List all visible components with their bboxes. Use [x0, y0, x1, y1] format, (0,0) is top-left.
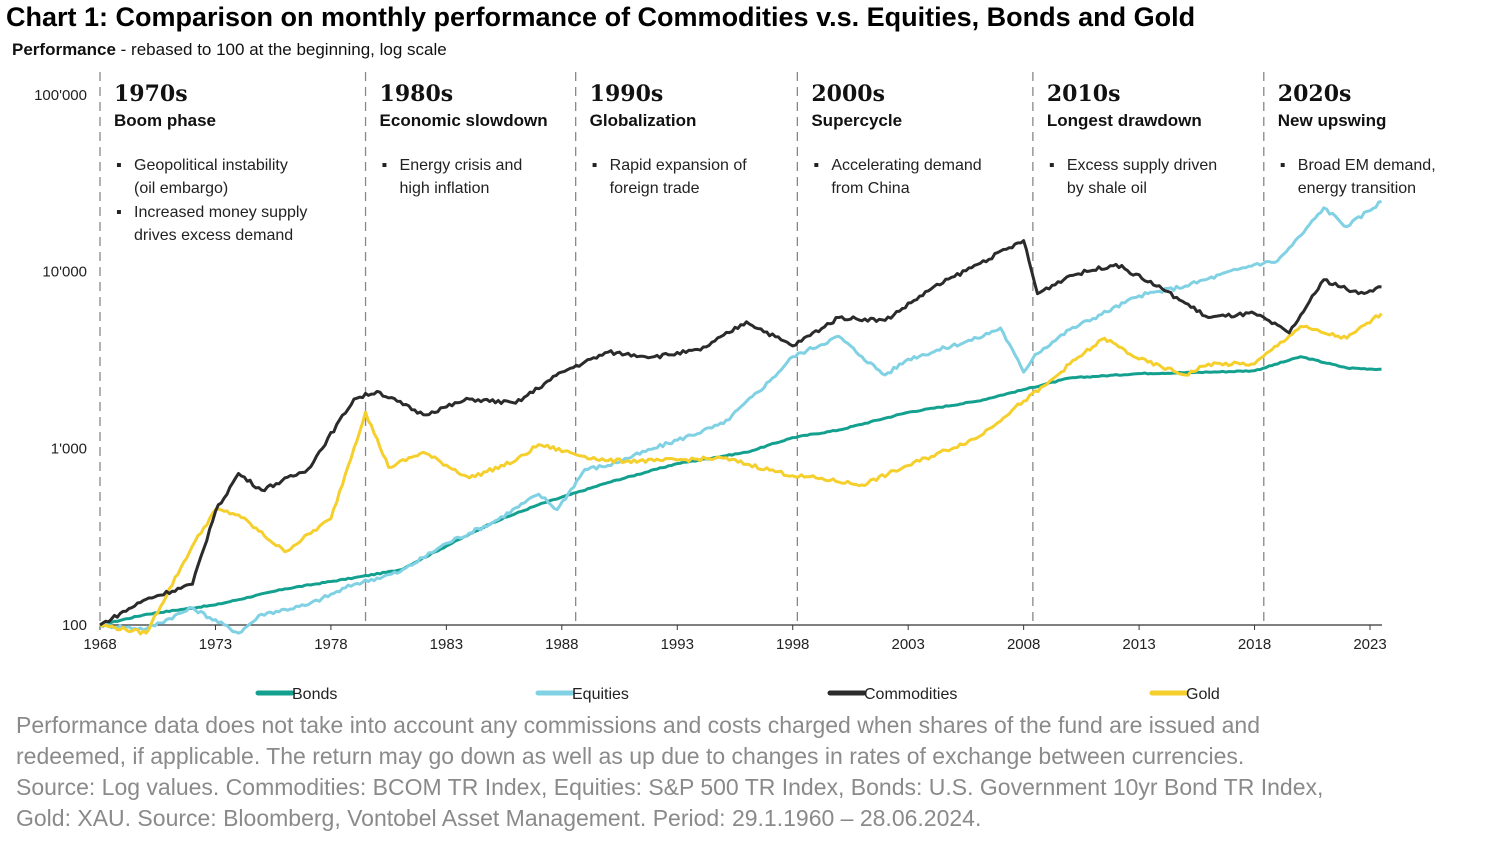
era-bullet-text: Increased money supply: [134, 204, 307, 221]
legend-label: Bonds: [292, 686, 337, 703]
series-line-commodities: [99, 239, 1382, 627]
subtitle-rest: - rebased to 100 at the beginning, log s…: [115, 40, 447, 59]
era-bullet-text: Geopolitical instability: [134, 157, 288, 174]
y-tick-label: 100'000: [34, 87, 87, 104]
era-bullet-text: drives excess demand: [134, 227, 293, 244]
legend-label: Commodities: [864, 686, 957, 703]
y-tick-label: 10'000: [42, 264, 87, 281]
era-bullet-marker: ▪: [382, 157, 388, 174]
x-tick-label: 2018: [1238, 636, 1271, 653]
legend-label: Equities: [572, 686, 629, 703]
era-subtitle: Boom phase: [114, 111, 216, 130]
era-annotations: 1970s Boom phase ▪ Geopolitical instability…: [99, 72, 1436, 625]
x-tick-label: 1973: [199, 636, 232, 653]
x-tick-label: 2008: [1007, 636, 1040, 653]
era-name: 1990s: [590, 81, 664, 107]
era-bullet-text: Rapid expansion of: [610, 157, 748, 174]
era-bullet-text: Excess supply driven: [1067, 157, 1217, 174]
footnote: Performance data does not take into acco…: [16, 710, 1486, 834]
era-bullet-marker: ▪: [592, 157, 598, 174]
x-tick-label: 1968: [83, 636, 116, 653]
era-subtitle: Supercycle: [811, 111, 902, 130]
legend-label: Gold: [1186, 686, 1220, 703]
era-bullet-marker: ▪: [116, 204, 122, 221]
footnote-line: redeemed, if applicable. The return may …: [16, 743, 1245, 769]
x-tick-label: 1978: [314, 636, 347, 653]
era-subtitle: New upswing: [1278, 111, 1387, 130]
performance-chart: 1970s Boom phase ▪ Geopolitical instability…: [34, 72, 1436, 703]
x-tick-label: 1988: [545, 636, 578, 653]
era-name: 2000s: [811, 81, 885, 107]
era-name: 1980s: [380, 81, 454, 107]
subtitle-bold: Performance: [12, 40, 116, 59]
footnote-line: Performance data does not take into acco…: [16, 712, 1261, 738]
y-tick-label: 1'000: [51, 440, 87, 457]
x-tick-label: 1983: [430, 636, 463, 653]
era-bullet-text: energy transition: [1298, 180, 1416, 197]
x-tick-label: 1998: [776, 636, 809, 653]
era-bullet-text: from China: [831, 180, 909, 197]
era-name: 2010s: [1047, 81, 1121, 107]
footnote-line: Source: Log values. Commodities: BCOM TR…: [16, 774, 1324, 800]
era-bullet-text: by shale oil: [1067, 180, 1147, 197]
era-bullet-text: foreign trade: [610, 180, 700, 197]
series-line-equities: [99, 199, 1382, 635]
era-subtitle: Economic slowdown: [380, 111, 548, 130]
chart-subtitle: Performance - rebased to 100 at the begi…: [12, 40, 447, 60]
series-lines: [99, 199, 1383, 636]
era-bullet-marker: ▪: [116, 157, 122, 174]
series-line-gold: [99, 312, 1383, 636]
era-bullet-marker: ▪: [813, 157, 819, 174]
era-bullet-text: Accelerating demand: [831, 157, 981, 174]
era-subtitle: Globalization: [590, 111, 697, 130]
era-name: 2020s: [1278, 81, 1352, 107]
era-bullet-text: Broad EM demand,: [1298, 157, 1436, 174]
axes: 100 1'000 10'000 100'000 1968 1973 1978 1983 198…: [34, 87, 1387, 653]
x-tick-label: 2003: [891, 636, 924, 653]
series-line-bonds: [99, 355, 1382, 627]
era-bullet-marker: ▪: [1280, 157, 1286, 174]
era-bullet-text: (oil embargo): [134, 180, 228, 197]
x-tick-label: 2013: [1122, 636, 1155, 653]
era-bullet-text: high inflation: [400, 180, 490, 197]
x-tick-label: 2023: [1353, 636, 1386, 653]
era-bullet-marker: ▪: [1049, 157, 1055, 174]
footnote-line: Gold: XAU. Source: Bloomberg, Vontobel A…: [16, 805, 982, 831]
era-name: 1970s: [114, 81, 188, 107]
y-tick-label: 100: [62, 617, 87, 634]
legend: Bonds Equities Commodities Gold: [255, 686, 1220, 703]
era-subtitle: Longest drawdown: [1047, 111, 1202, 130]
x-tick-label: 1993: [661, 636, 694, 653]
era-bullet-text: Energy crisis and: [400, 157, 523, 174]
chart-title: Chart 1: Comparison on monthly performan…: [6, 2, 1196, 32]
